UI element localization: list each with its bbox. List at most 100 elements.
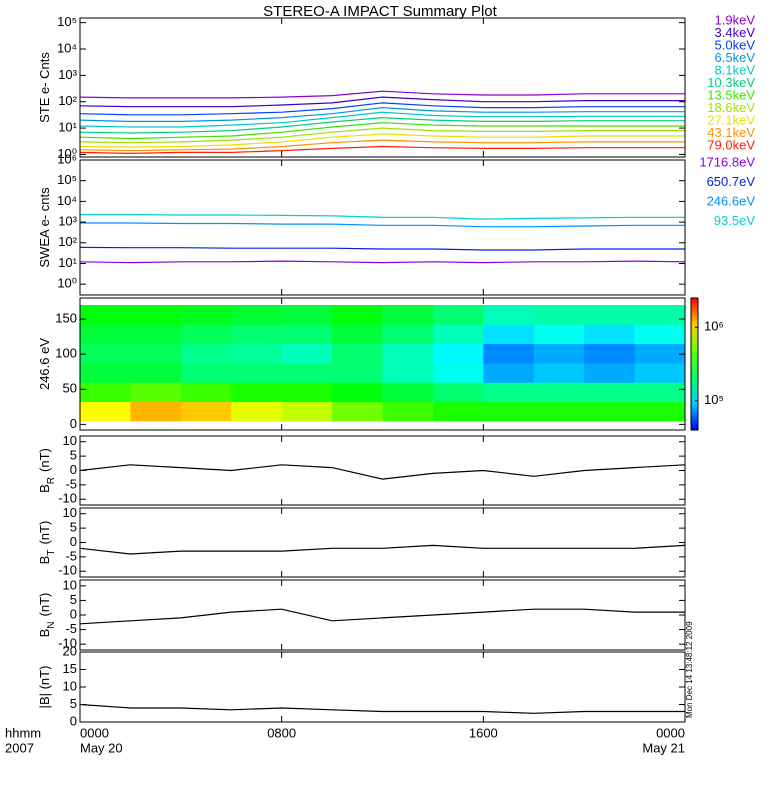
heatmap-cell	[130, 382, 182, 403]
x-tick-label: 0000	[80, 725, 109, 740]
heatmap-cell	[281, 362, 333, 383]
heatmap-cell	[584, 324, 636, 345]
data-line	[79, 139, 685, 152]
data-line	[79, 127, 685, 144]
y-tick-label: 10⁴	[57, 40, 77, 55]
y-tick-label: 10¹	[58, 255, 77, 270]
y-axis-label-part: B	[37, 484, 52, 493]
y-tick-label: -5	[65, 621, 77, 636]
heatmap-cell	[382, 382, 434, 403]
data-line	[79, 116, 685, 134]
heatmap-cell	[382, 362, 434, 383]
heatmap-cell	[432, 382, 484, 403]
y-tick-label: 10	[63, 433, 77, 448]
y-tick-label: 15	[63, 661, 77, 676]
y-tick-label: 10¹	[58, 120, 77, 135]
heatmap-cell	[432, 324, 484, 345]
legend-entry: 79.0keV	[707, 137, 755, 152]
y-tick-label: 10⁶	[57, 151, 77, 166]
heatmap-cell	[533, 324, 585, 345]
colorbar	[690, 297, 699, 431]
x-tick-label: 0800	[267, 725, 296, 740]
heatmap-cell	[533, 343, 585, 364]
y-tick-label: 5	[70, 448, 77, 463]
heatmap-cell	[332, 362, 383, 383]
y-axis-label-part: N	[46, 621, 57, 628]
heatmap-cell	[80, 382, 131, 403]
y-tick-label: 10⁵	[57, 14, 77, 29]
heatmap-cell	[533, 401, 585, 422]
data-line	[79, 703, 685, 714]
timestamp: Mon Dec 14 13:48:12 2009	[685, 621, 694, 718]
y-tick-label: -10	[58, 491, 77, 506]
y-tick-label: 10⁵	[57, 172, 77, 187]
panel-frame	[79, 17, 686, 158]
y-axis-label-part: (nT)	[37, 593, 52, 617]
heatmap-cell	[231, 382, 283, 403]
y-tick-label: 10³	[58, 67, 77, 82]
y-axis-label: STE e- Cnts	[37, 52, 52, 123]
heatmap-cell	[281, 343, 333, 364]
data-line	[79, 133, 685, 148]
x-tick-label: 1600	[469, 725, 498, 740]
heatmap-cell	[80, 343, 131, 364]
heatmap-cell	[634, 382, 686, 403]
heatmap-cell	[382, 401, 434, 422]
panel-frame	[79, 159, 686, 296]
y-tick-label: 100	[55, 346, 77, 361]
heatmap-cell	[180, 343, 232, 364]
heatmap-cell	[483, 343, 535, 364]
legend-entry: 10.3keV	[707, 75, 755, 90]
data-line	[79, 145, 685, 155]
heatmap-cell	[231, 401, 283, 422]
heatmap-cell	[584, 305, 636, 325]
heatmap-cell	[332, 401, 383, 422]
data-line	[79, 260, 686, 264]
panel: 1716.8eV 650.7eV 246.6eV 93.5eV 10⁰ 10¹ 10² 10³…	[37, 151, 755, 296]
heatmap-cell	[180, 401, 232, 422]
heatmap-cell	[483, 382, 535, 403]
data-line	[79, 464, 686, 480]
y-tick-label: 0	[70, 416, 77, 431]
heatmap-cell	[483, 362, 535, 383]
y-axis-label: BT (nT)	[37, 521, 57, 565]
data-line	[80, 222, 685, 228]
y-tick-label: -10	[58, 563, 77, 578]
heatmap-cell	[584, 343, 636, 364]
heatmap-cell	[634, 324, 686, 345]
heatmap-cell	[432, 343, 484, 364]
data-line	[79, 90, 685, 99]
heatmap-cell	[634, 343, 686, 364]
heatmap-cell	[130, 305, 182, 325]
y-tick-label: 50	[63, 381, 77, 396]
y-tick-label: 0	[70, 606, 77, 621]
y-tick-label: 10	[63, 505, 77, 520]
y-axis-label-part: (nT)	[37, 448, 52, 472]
heatmap-cell	[483, 324, 535, 345]
heatmap-cell	[231, 305, 283, 325]
x-date-label: May 20	[80, 740, 123, 755]
heatmap-cell	[332, 343, 383, 364]
heatmap-cell	[231, 324, 283, 345]
heatmap-cell	[80, 324, 131, 345]
y-axis-label-part: R	[46, 477, 57, 484]
heatmap-cell	[584, 382, 636, 403]
y-axis-label-part: SWEA e- cnts	[37, 187, 52, 268]
x-tick-label: 0000	[656, 725, 685, 740]
legend-entry: 18.6keV	[707, 100, 755, 115]
y-axis-label: SWEA e- cnts	[37, 187, 52, 268]
legend-entry: 5.0keV	[715, 37, 756, 52]
x-date-label: May 21	[642, 740, 685, 755]
heatmap-cell	[634, 401, 686, 422]
data-line	[79, 122, 685, 140]
heatmap-cell	[432, 362, 484, 383]
y-tick-label: 0	[70, 713, 77, 728]
plot-title: STEREO-A IMPACT Summary Plot	[263, 3, 497, 20]
data-line	[80, 214, 685, 220]
legend-entry: 27.1keV	[707, 112, 755, 127]
